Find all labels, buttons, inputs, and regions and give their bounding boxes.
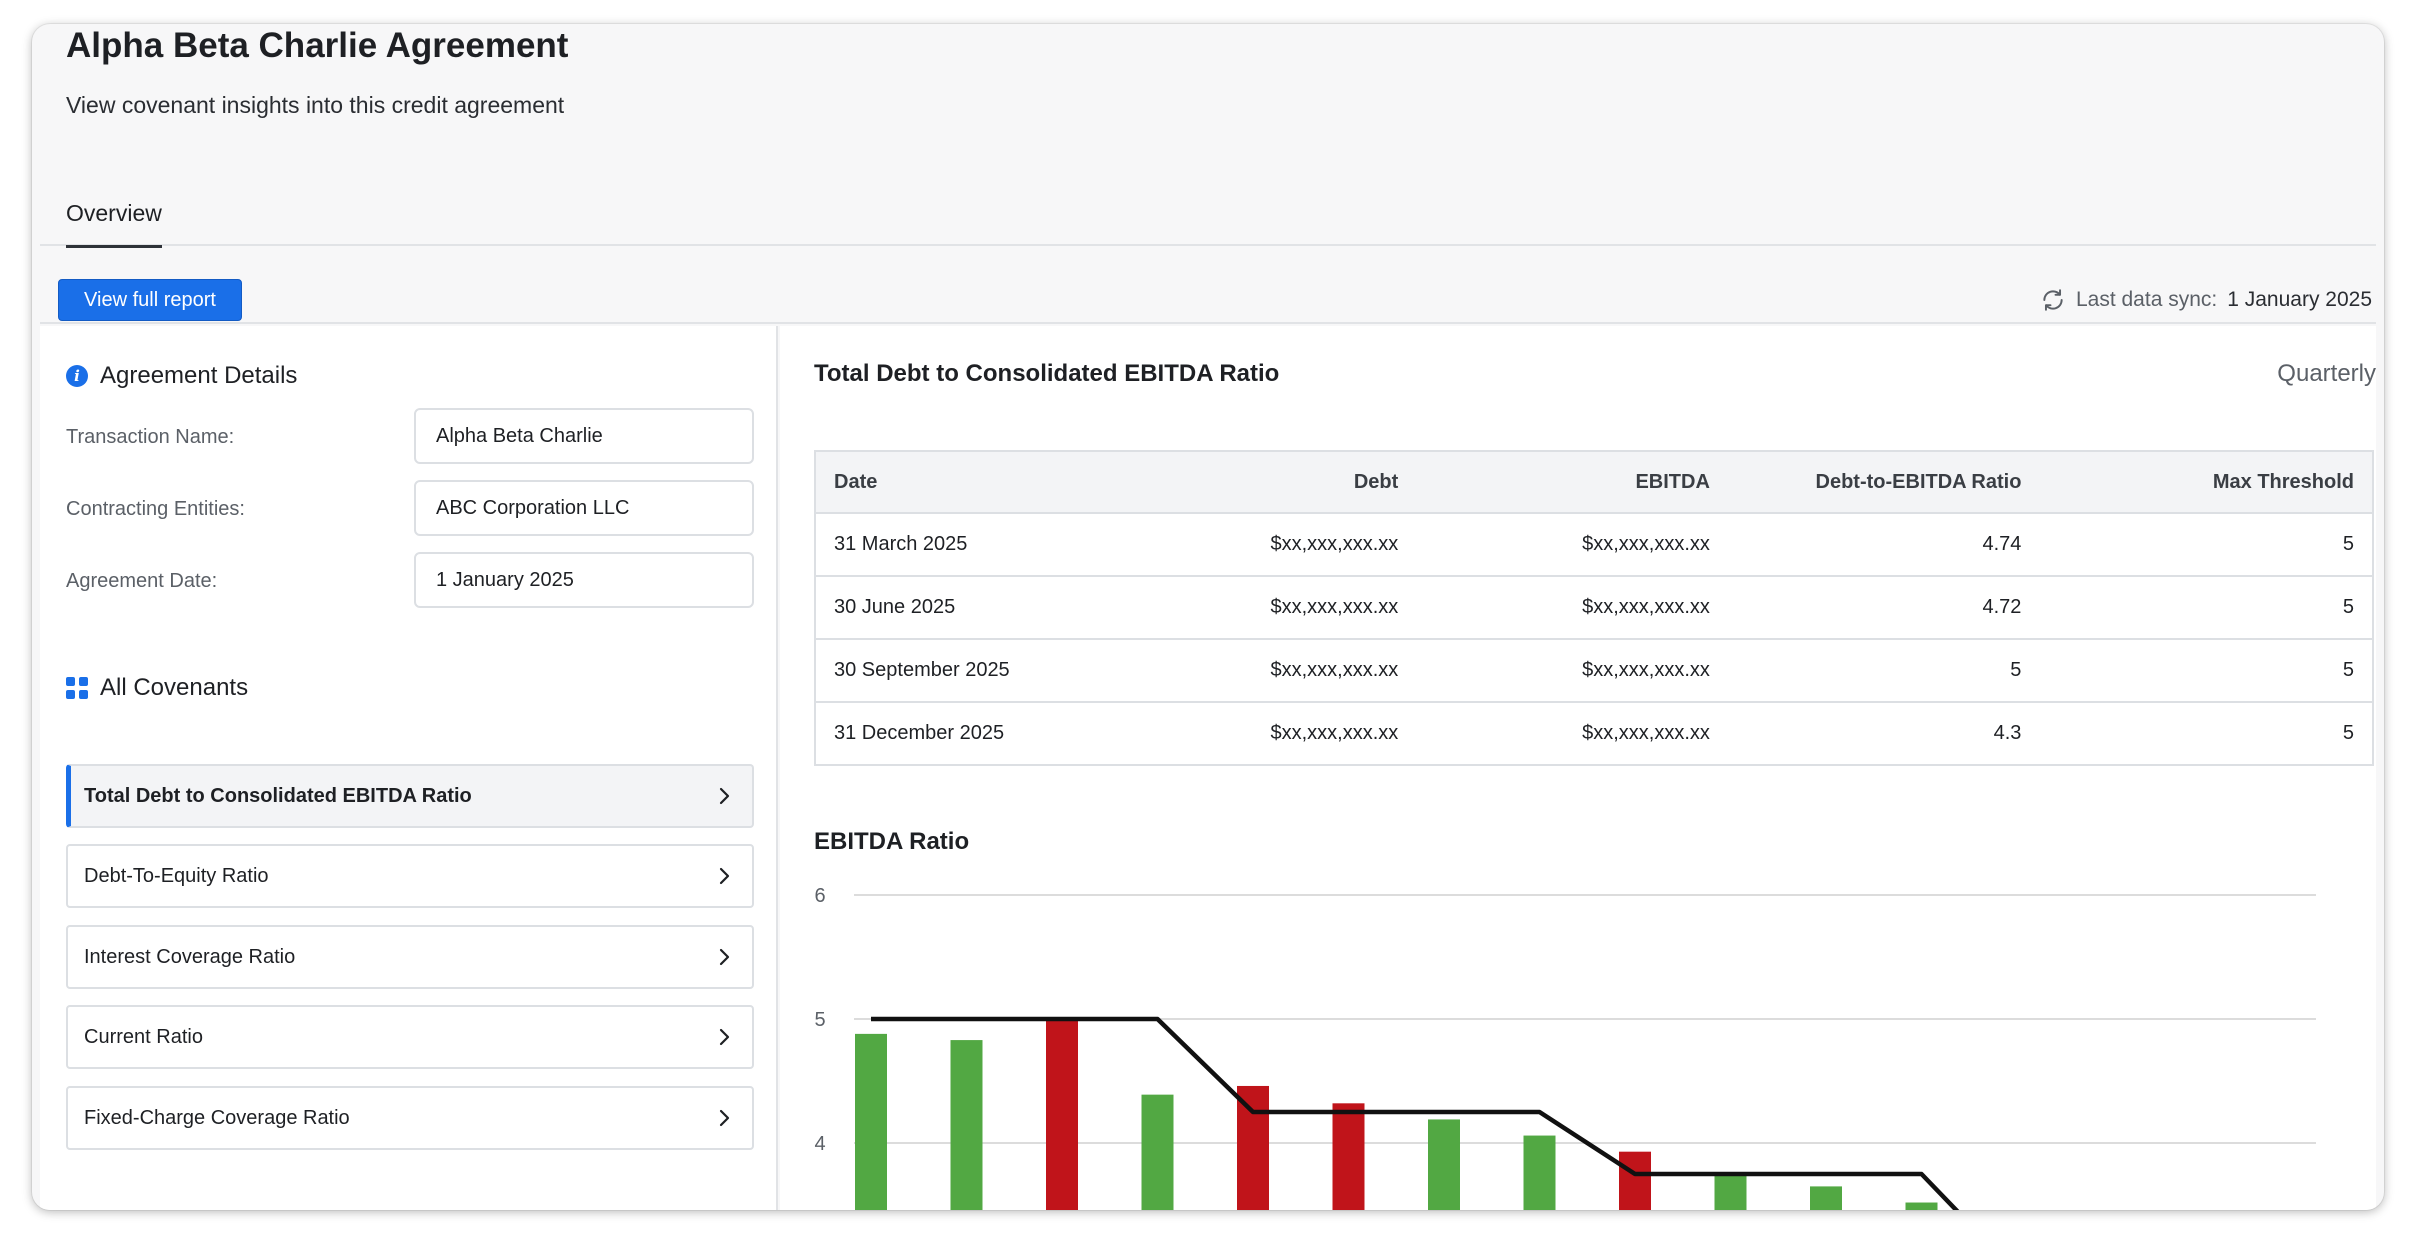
chart-bar	[950, 1040, 983, 1210]
cell-debt: $xx,xxx,xxx.xx	[1270, 722, 1399, 744]
cell-threshold: 5	[2039, 576, 2373, 640]
cell-ebitda: $xx,xxx,xxx.xx	[1416, 639, 1728, 703]
chart-bar	[1810, 1186, 1842, 1210]
covenant-item-fixed-charge-coverage[interactable]: Fixed-Charge Coverage Ratio	[66, 1086, 754, 1150]
table-row: 31 December 2025 $xx,xxx,xxx.xx $xx,xxx,…	[815, 702, 2373, 765]
tab-overview[interactable]: Overview	[66, 186, 162, 248]
cell-threshold: 5	[2039, 513, 2373, 577]
cell-ratio: 4.74	[1727, 513, 2040, 577]
covenant-item-label: Current Ratio	[84, 1026, 203, 1048]
chart-bar	[1237, 1085, 1269, 1210]
toolbar	[40, 248, 2376, 324]
chart-bar	[855, 1033, 887, 1210]
page-subtitle: View covenant insights into this credit …	[66, 92, 565, 118]
covenant-item-total-debt-ebitda[interactable]: Total Debt to Consolidated EBITDA Ratio	[66, 764, 754, 828]
covenant-title: Total Debt to Consolidated EBITDA Ratio	[814, 360, 1280, 387]
ebitda-ratio-chart: 4 5 6	[814, 885, 2316, 1210]
chart-bar	[1141, 1094, 1174, 1210]
all-covenants-heading: All Covenants	[66, 674, 248, 702]
all-covenants-title: All Covenants	[100, 674, 249, 701]
period-selector[interactable]: Quarterly	[2277, 360, 2376, 387]
column-header-ratio: Debt-to-EBITDA Ratio	[1727, 451, 2040, 514]
cell-date: 30 September 2025	[815, 639, 1105, 703]
cell-ratio: 5	[1727, 639, 2040, 703]
chart-bar	[1714, 1174, 1747, 1210]
covenant-item-label: Fixed-Charge Coverage Ratio	[84, 1107, 350, 1129]
cell-threshold: 5	[2342, 722, 2354, 744]
table-row: 30 June 2025 $xx,xxx,xxx.xx $xx,xxx,xxx.…	[815, 576, 2373, 640]
left-panel: i Agreement Details Transaction Name: Al…	[40, 326, 778, 1210]
last-data-sync: Last data sync: 1 January 2025	[2040, 284, 2372, 316]
chevron-right-icon	[719, 1028, 730, 1046]
chart-bar	[1905, 1202, 1938, 1210]
column-header-debt: Debt	[1104, 451, 1417, 514]
covenant-item-label: Debt-To-Equity Ratio	[84, 865, 269, 887]
chevron-right-icon	[719, 867, 730, 885]
chart-bar	[1428, 1119, 1460, 1210]
chart-bar	[1619, 1151, 1651, 1210]
agreement-details-title: Agreement Details	[100, 362, 298, 389]
cell-ratio: 4.72	[1727, 576, 2040, 640]
chart-title: EBITDA Ratio	[814, 828, 970, 855]
column-header-date: Date	[815, 451, 1105, 514]
y-tick-label: 6	[814, 885, 825, 907]
chevron-right-icon	[719, 787, 730, 805]
chevron-right-icon	[719, 948, 730, 966]
covenant-item-debt-to-equity[interactable]: Debt-To-Equity Ratio	[66, 844, 754, 908]
sync-label: Last data sync:	[2075, 288, 2218, 311]
tab-bar: Overview	[40, 186, 2376, 248]
threshold-line	[871, 1016, 1960, 1210]
view-full-report-button[interactable]: View full report	[58, 279, 242, 321]
chart-bar	[1046, 1020, 1078, 1210]
cell-ebitda: $xx,xxx,xxx.xx	[1582, 722, 1710, 744]
covenant-item-current-ratio[interactable]: Current Ratio	[66, 1005, 754, 1069]
cell-ebitda: $xx,xxx,xxx.xx	[1416, 513, 1728, 577]
covenant-table: Date Debt EBITDA Debt-to-EBITDA Ratio Ma…	[814, 450, 2374, 766]
covenant-item-label: Total Debt to Consolidated EBITDA Ratio	[84, 785, 472, 807]
table-row: 30 September 2025 $xx,xxx,xxx.xx $xx,xxx…	[815, 639, 2373, 703]
cell-date: 31 December 2025	[834, 722, 1005, 744]
cell-date: 30 June 2025	[815, 576, 1105, 640]
cell-debt: $xx,xxx,xxx.xx	[1104, 513, 1417, 577]
chevron-right-icon	[719, 1109, 730, 1127]
cell-date: 31 March 2025	[815, 513, 1105, 577]
grid-icon	[66, 677, 88, 699]
transaction-name-label: Transaction Name:	[66, 426, 235, 448]
column-header-max-threshold: Max Threshold	[2039, 451, 2373, 514]
table-header-row: Date Debt EBITDA Debt-to-EBITDA Ratio Ma…	[815, 451, 2373, 514]
covenant-item-interest-coverage[interactable]: Interest Coverage Ratio	[66, 925, 754, 989]
agreement-date-field[interactable]: 1 January 2025	[414, 552, 754, 608]
sync-value: 1 January 2025	[2227, 288, 2372, 311]
agreement-details-heading: i Agreement Details	[66, 362, 297, 390]
app-window: Alpha Beta Charlie Agreement View covena…	[32, 24, 2384, 1210]
page-title: Alpha Beta Charlie Agreement	[66, 26, 569, 65]
info-icon: i	[66, 365, 88, 387]
y-tick-label: 5	[814, 1009, 825, 1031]
sync-icon[interactable]	[2040, 287, 2066, 313]
column-header-ebitda: EBITDA	[1416, 451, 1728, 514]
cell-debt: $xx,xxx,xxx.xx	[1104, 639, 1417, 703]
cell-debt: $xx,xxx,xxx.xx	[1104, 576, 1417, 640]
contracting-entities-label: Contracting Entities:	[66, 498, 245, 520]
right-panel: Total Debt to Consolidated EBITDA Ratio …	[780, 326, 2376, 1210]
transaction-name-field[interactable]: Alpha Beta Charlie	[414, 408, 754, 464]
y-tick-label: 4	[814, 1133, 825, 1155]
chart-bar	[1332, 1103, 1365, 1210]
table-row: 31 March 2025 $xx,xxx,xxx.xx $xx,xxx,xxx…	[815, 513, 2373, 577]
cell-ebitda: $xx,xxx,xxx.xx	[1416, 576, 1728, 640]
cell-threshold: 5	[2039, 639, 2373, 703]
contracting-entities-field[interactable]: ABC Corporation LLC	[414, 480, 754, 536]
covenant-item-label: Interest Coverage Ratio	[84, 946, 296, 968]
agreement-date-label: Agreement Date:	[66, 570, 218, 592]
chart-bar	[1523, 1135, 1556, 1210]
cell-ratio: 4.3	[1993, 722, 2022, 744]
